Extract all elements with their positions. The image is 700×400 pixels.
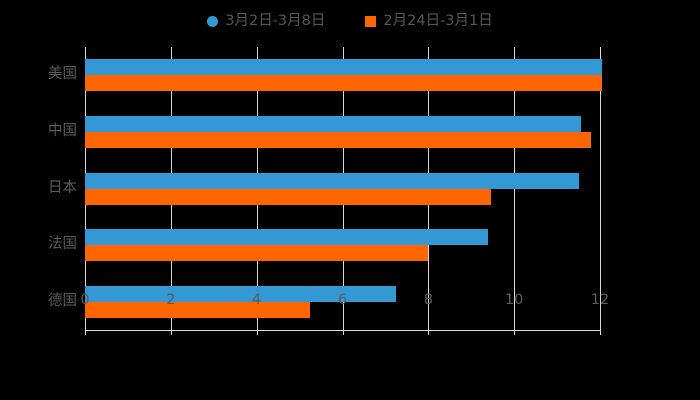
bar-1-4 [85, 301, 311, 318]
bar-0-1 [85, 115, 581, 132]
bar-0-2 [85, 172, 579, 189]
plot-area [85, 47, 603, 335]
legend-label-series-0: 3月2日-3月8日 [225, 12, 326, 29]
bar-1-3 [85, 245, 429, 262]
x-tick-label-4: 4 [252, 292, 262, 308]
bar-0-3 [85, 229, 489, 246]
legend-label-series-1: 2月24日-3月1日 [383, 12, 493, 29]
x-tick-mark-0 [85, 330, 86, 335]
x-tick-mark-8 [428, 330, 430, 335]
x-tick-mark-4 [256, 330, 258, 335]
y-tick-label-2: 日本 [48, 179, 77, 196]
legend-item-series-1[interactable]: 2月24日-3月1日 [365, 12, 493, 29]
chart-legend: 3月2日-3月8日 2月24日-3月1日 [0, 8, 700, 34]
x-tick-label-8: 8 [423, 292, 433, 308]
x-tick-mark-10 [514, 330, 516, 335]
gridline-x-10 [514, 47, 516, 330]
y-tick-label-0: 美国 [48, 66, 77, 83]
gridline-x-12 [600, 47, 601, 330]
legend-marker-circle-icon [207, 15, 219, 27]
x-tick-mark-6 [342, 330, 344, 335]
legend-marker-square-icon [365, 15, 377, 27]
bar-1-2 [85, 188, 491, 205]
x-tick-label-12: 12 [590, 292, 610, 308]
y-tick-label-1: 中国 [48, 122, 77, 139]
bar-1-1 [85, 131, 592, 148]
bar-0-0 [85, 59, 603, 76]
bar-0-4 [85, 285, 397, 302]
x-tick-label-2: 2 [166, 292, 176, 308]
x-tick-mark-2 [170, 330, 172, 335]
x-tick-label-10: 10 [504, 292, 524, 308]
legend-item-series-0[interactable]: 3月2日-3月8日 [207, 14, 325, 29]
x-tick-label-6: 6 [337, 292, 348, 308]
bar-1-0 [85, 75, 603, 92]
y-tick-label-3: 法国 [48, 236, 77, 253]
y-tick-label-4: 德国 [48, 292, 77, 309]
x-tick-mark-12 [600, 330, 601, 335]
x-tick-label-0: 0 [80, 292, 90, 308]
